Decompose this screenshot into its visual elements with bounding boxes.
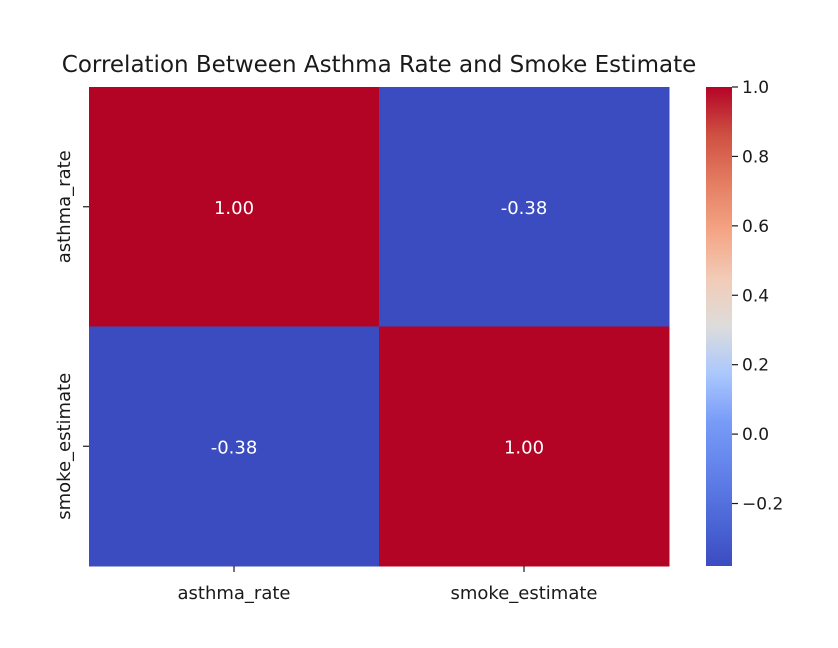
y-tick-label: asthma_rate bbox=[54, 150, 75, 263]
colorbar-gradient bbox=[706, 87, 732, 566]
heatmap-cell-r1-c0 bbox=[89, 326, 380, 567]
x-axis: asthma_rate smoke_estimate bbox=[177, 566, 598, 604]
heatmap-cell-r1-c1 bbox=[379, 326, 670, 567]
chart-title: Correlation Between Asthma Rate and Smok… bbox=[62, 52, 696, 78]
colorbar-tick-label: 0.6 bbox=[742, 217, 769, 237]
y-axis: asthma_rate smoke_estimate bbox=[54, 150, 89, 520]
heatmap-cells bbox=[89, 87, 670, 567]
colorbar: 1.0 0.8 0.6 0.4 0.2 0.0 −0.2 bbox=[706, 78, 783, 566]
cell-label-r1-c1: 1.00 bbox=[504, 437, 544, 458]
cell-label-r0-c0: 1.00 bbox=[214, 198, 254, 219]
x-tick-label: smoke_estimate bbox=[451, 583, 598, 604]
colorbar-tick-label: 1.0 bbox=[742, 78, 769, 98]
heatmap-cell-labels: 1.00 -0.38 -0.38 1.00 bbox=[211, 198, 548, 459]
cell-label-r1-c0: -0.38 bbox=[211, 437, 258, 458]
y-tick-label: smoke_estimate bbox=[54, 373, 75, 520]
cell-label-r0-c1: -0.38 bbox=[501, 198, 548, 219]
heatmap-cell-r0-c0 bbox=[89, 87, 380, 327]
colorbar-tick-label: 0.4 bbox=[742, 286, 769, 306]
colorbar-tick-label: −0.2 bbox=[742, 495, 783, 515]
x-tick-label: asthma_rate bbox=[177, 583, 290, 604]
colorbar-tick-label: 0.8 bbox=[742, 147, 769, 167]
colorbar-tick-label: 0.2 bbox=[742, 356, 769, 376]
colorbar-tick-label: 0.0 bbox=[742, 425, 769, 445]
heatmap-cell-r0-c1 bbox=[379, 87, 670, 327]
